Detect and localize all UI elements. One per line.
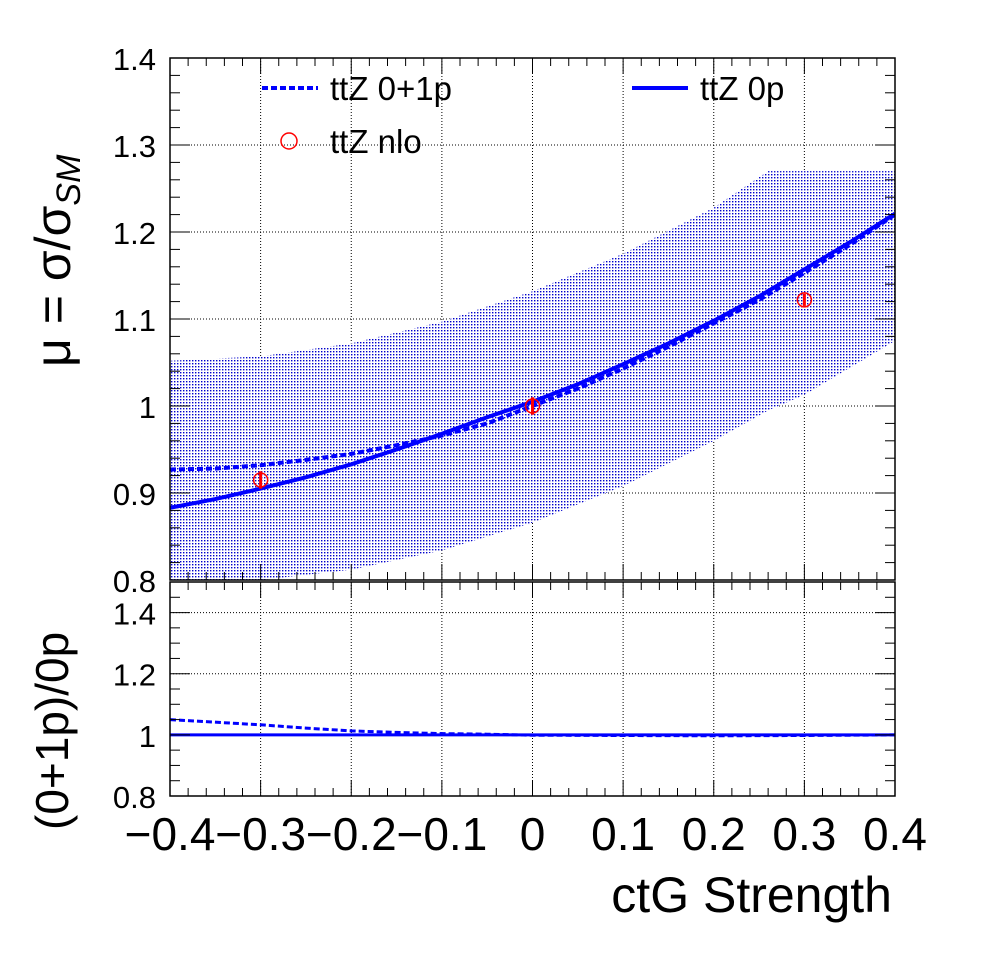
series-ttz-nlo-points — [252, 292, 813, 489]
x-tick-label-8: 0.4 — [863, 808, 927, 860]
bottom-y-tick-label-3: 1.4 — [113, 597, 156, 632]
top-y-axis-title-main: μ = σ/σ — [25, 205, 81, 367]
top-y-tick-label-6: 1.4 — [113, 42, 156, 77]
bottom-y-tick-labels: 0.8 1 1.2 1.4 — [113, 597, 156, 815]
bottom-gridlines — [170, 582, 895, 796]
x-tick-label-7: 0.3 — [772, 808, 836, 860]
top-panel: 0.8 0.9 1 1.1 1.2 1.3 1.4 ttZ 0+1p ttZ 0p ttZ … — [25, 42, 896, 599]
top-y-tick-label-0: 0.8 — [113, 564, 156, 599]
top-y-tick-labels: 0.8 0.9 1 1.1 1.2 1.3 1.4 — [113, 42, 156, 599]
top-y-axis-title: μ = σ/σSM — [25, 154, 88, 367]
bottom-ticks — [169, 581, 896, 797]
legend: ttZ 0+1p ttZ 0p ttZ nlo — [262, 70, 784, 160]
x-tick-label-5: 0.1 — [591, 808, 655, 860]
nlo-point-0 — [252, 472, 269, 488]
bottom-y-axis-title: (0+1p)/0p — [26, 632, 78, 830]
x-tick-label-3: −0.1 — [396, 808, 487, 860]
top-y-tick-label-2: 1 — [139, 390, 156, 425]
uncertainty-band — [170, 171, 895, 580]
x-tick-label-1: −0.3 — [215, 808, 306, 860]
top-ticks — [169, 57, 896, 581]
x-tick-labels: −0.4 −0.3 −0.2 −0.1 0 0.1 0.2 0.3 0.4 — [125, 808, 927, 860]
bottom-y-tick-label-0: 0.8 — [113, 780, 156, 815]
x-tick-label-4: 0 — [520, 808, 546, 860]
nlo-point-1 — [524, 398, 541, 414]
legend-entry-0: ttZ 0+1p — [330, 70, 452, 107]
legend-entry-1: ttZ 0p — [700, 70, 784, 107]
x-tick-label-0: −0.4 — [125, 808, 216, 860]
x-axis-title: ctG Strength — [611, 867, 892, 923]
bottom-y-tick-label-1: 1 — [139, 719, 156, 754]
legend-entry-2: ttZ nlo — [330, 123, 422, 160]
nlo-point-2 — [796, 292, 813, 308]
top-y-tick-label-5: 1.3 — [113, 129, 156, 164]
x-tick-label-2: −0.2 — [306, 808, 397, 860]
top-y-axis-title-sub: SM — [50, 154, 88, 206]
top-y-tick-label-1: 0.9 — [113, 477, 156, 512]
x-tick-label-6: 0.2 — [682, 808, 746, 860]
top-y-tick-label-3: 1.1 — [113, 303, 156, 338]
bottom-y-tick-label-2: 1.2 — [113, 658, 156, 693]
series-ratio-dashed-line — [170, 718, 895, 738]
bottom-frame — [169, 581, 896, 797]
top-y-tick-label-4: 1.2 — [113, 216, 156, 251]
legend-swatch-marker — [280, 132, 298, 150]
bottom-panel: 0.8 1 1.2 1.4 −0.4 −0.3 −0.2 −0.1 0 0.1 0.2 0.3 0.4… — [26, 581, 927, 923]
